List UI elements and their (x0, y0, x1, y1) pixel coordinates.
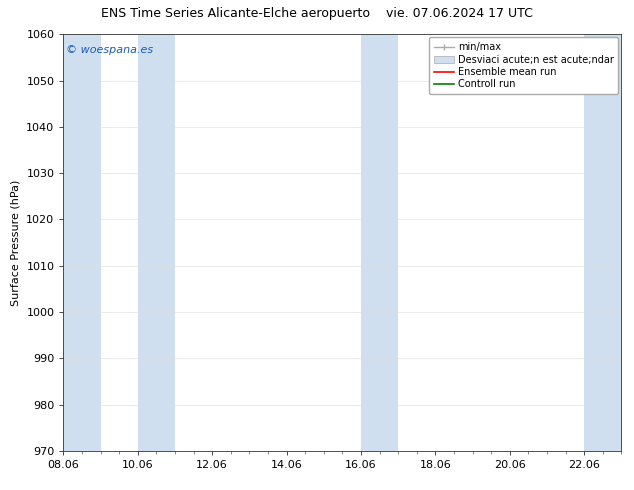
Y-axis label: Surface Pressure (hPa): Surface Pressure (hPa) (11, 179, 21, 306)
Legend: min/max, Desviaci acute;n est acute;ndar, Ensemble mean run, Controll run: min/max, Desviaci acute;n est acute;ndar… (429, 37, 618, 94)
Text: ENS Time Series Alicante-Elche aeropuerto    vie. 07.06.2024 17 UTC: ENS Time Series Alicante-Elche aeropuert… (101, 7, 533, 21)
Bar (361, 34, 398, 451)
Bar (138, 34, 175, 451)
Bar (584, 34, 621, 451)
Bar (63, 34, 101, 451)
Text: © woespana.es: © woespana.es (66, 45, 153, 55)
